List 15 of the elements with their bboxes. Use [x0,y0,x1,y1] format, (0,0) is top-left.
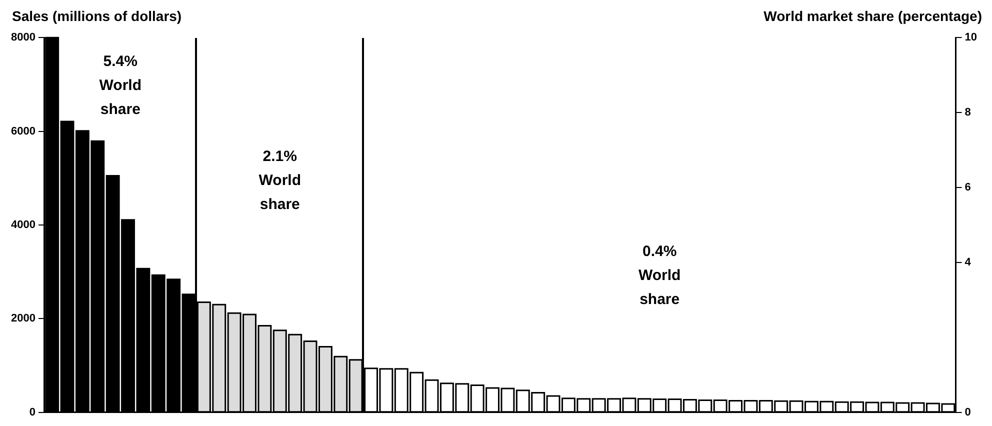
y-tick-label: 6000 [10,125,36,138]
annotation: 5.4% World share [98,52,143,120]
y-tick-label: 2000 [10,312,36,325]
y-tick-label: 0 [29,406,36,418]
y2-tick-label: 4 [964,256,972,269]
y-tick-label: 4000 [10,219,36,232]
annotation: 0.4% World share [637,242,682,310]
y2-axis-title: World market share (percentage) [764,8,982,24]
annotation: 2.1% World share [258,146,302,215]
y2-tick-label: 10 [964,32,978,44]
y2-tick-label: 6 [964,182,971,194]
y-axis-title: Sales (millions of dollars) [12,8,182,24]
y2-tick-label: 8 [964,106,971,119]
y-tick-label: 8000 [10,32,36,44]
y2-tick-label: 0 [964,406,971,418]
